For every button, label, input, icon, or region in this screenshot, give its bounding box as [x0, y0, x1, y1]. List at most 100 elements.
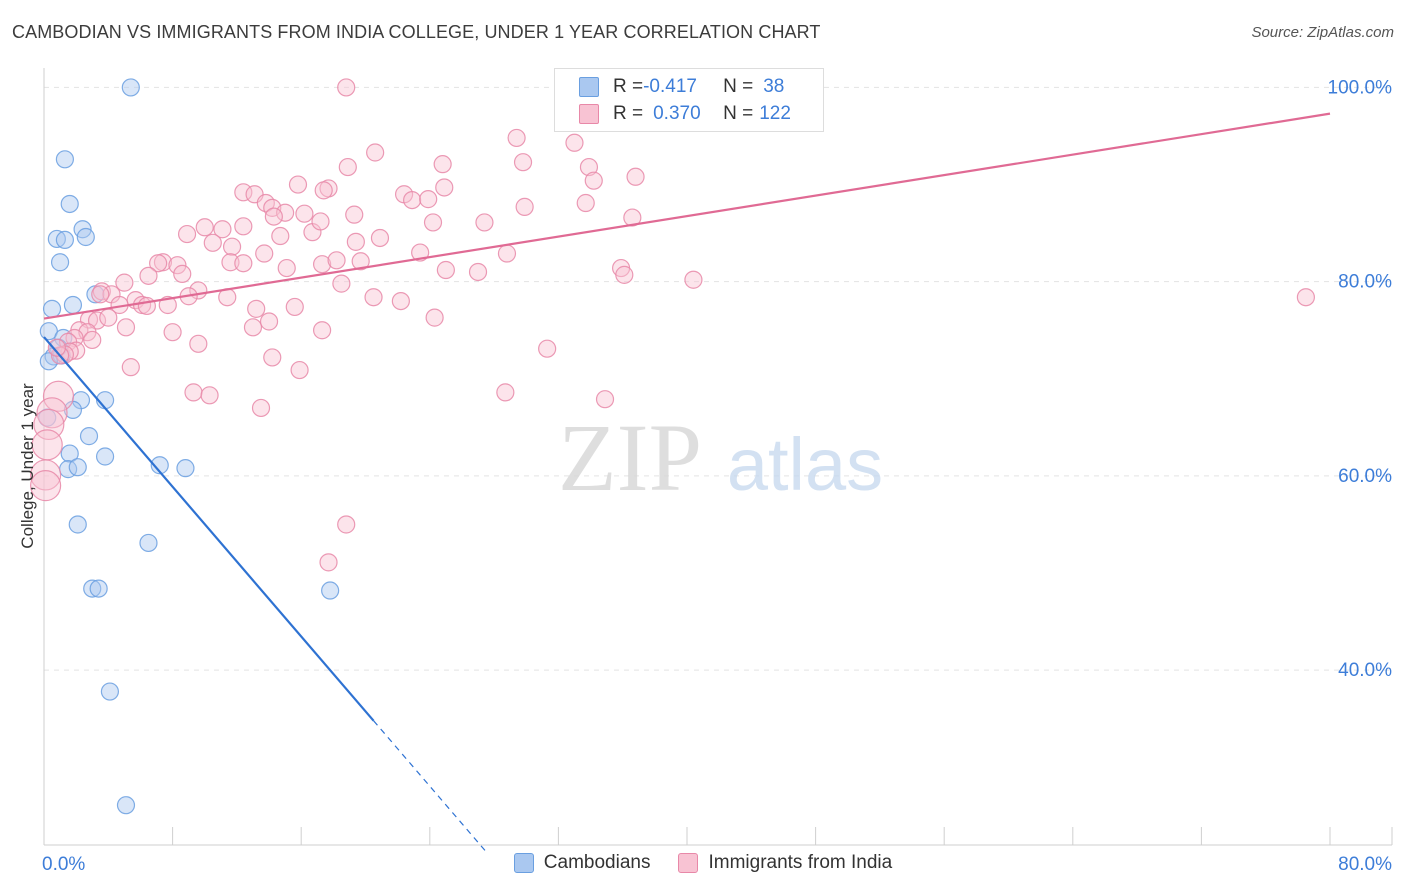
point-india — [184, 383, 203, 402]
point-india — [425, 308, 444, 327]
y-tick-label: 40.0% — [1338, 660, 1392, 681]
point-india — [203, 233, 222, 252]
point-india — [116, 318, 136, 337]
axes — [43, 68, 1393, 846]
point-india — [419, 190, 438, 209]
point-cambodians — [121, 78, 140, 97]
legend-swatch-india — [678, 853, 699, 873]
point-india — [370, 228, 390, 248]
point-india — [312, 321, 332, 340]
watermark-zip: ZIP — [558, 404, 702, 511]
point-india — [290, 360, 309, 380]
y-axis-label: College, Under 1 year — [18, 383, 37, 549]
point-cambodians — [63, 295, 83, 315]
point-india — [538, 339, 557, 358]
point-india — [319, 553, 338, 572]
legend-item-cambodians[interactable]: Cambodians — [513, 852, 651, 874]
point-india — [221, 253, 240, 272]
point-cambodians — [68, 515, 87, 534]
n-label: N = — [723, 103, 754, 124]
point-india — [36, 397, 68, 429]
point-cambodians — [100, 682, 120, 701]
trend-extension-cambodians — [373, 720, 487, 853]
point-india — [42, 380, 75, 412]
point-india — [337, 515, 356, 534]
point-cambodians — [60, 444, 79, 463]
point-india — [626, 167, 645, 186]
legend-swatch-india — [579, 104, 599, 124]
trend-line-india — [43, 112, 1331, 320]
r-label: R = — [613, 103, 644, 124]
legend-row-cambodians: R = -0.417 N = 38 — [579, 75, 784, 99]
trend-line-cambodians — [43, 336, 375, 722]
point-cambodians — [55, 230, 74, 250]
point-india — [623, 208, 642, 227]
legend-label-india: Immigrants from India — [708, 852, 893, 873]
point-cambodians — [139, 533, 158, 553]
point-india — [595, 390, 615, 409]
point-india — [264, 207, 283, 226]
r-value: -0.417 — [643, 76, 697, 97]
point-india — [195, 218, 214, 237]
x-tick-label: 80.0% — [1338, 854, 1392, 875]
point-cambodians — [60, 194, 79, 214]
point-india — [234, 254, 253, 273]
point-india — [435, 178, 454, 197]
point-india — [99, 308, 118, 327]
point-india — [121, 358, 140, 377]
point-india — [475, 213, 494, 232]
point-india — [496, 383, 515, 402]
point-india — [433, 155, 452, 174]
trend-lines — [43, 112, 1331, 853]
point-india — [276, 203, 295, 222]
point-india — [91, 285, 110, 304]
point-india — [565, 133, 584, 152]
y-tick-label: 60.0% — [1338, 466, 1392, 487]
point-cambodians — [321, 581, 340, 600]
point-india — [234, 183, 253, 202]
point-india — [338, 157, 357, 177]
point-india — [30, 470, 62, 502]
point-india — [247, 299, 266, 318]
point-cambodians — [68, 458, 87, 477]
n-value: 38 — [763, 76, 785, 97]
point-india — [47, 338, 66, 357]
point-cambodians — [79, 427, 99, 446]
point-india — [468, 262, 488, 282]
point-india — [311, 212, 330, 231]
point-india — [173, 264, 192, 284]
point-india — [271, 226, 290, 246]
point-india — [576, 193, 595, 213]
gridlines — [44, 86, 1392, 671]
point-india — [391, 292, 410, 311]
point-india — [312, 255, 332, 274]
y-tick-label: 100.0% — [1328, 77, 1393, 98]
point-cambodians — [176, 459, 195, 478]
point-india — [337, 78, 356, 97]
point-india — [411, 243, 430, 262]
watermark-atlas: atlas — [727, 423, 883, 506]
point-india — [158, 295, 177, 315]
point-india — [288, 175, 308, 194]
point-cambodians — [89, 579, 108, 598]
y-tick-label: 80.0% — [1338, 272, 1392, 293]
point-india — [139, 266, 158, 285]
legend-swatch-cambodians — [513, 853, 534, 873]
point-india — [285, 297, 304, 317]
point-india — [277, 258, 296, 278]
point-india — [351, 252, 370, 271]
legend-item-india[interactable]: Immigrants from India — [678, 852, 892, 874]
point-cambodians — [76, 227, 95, 247]
legend-label-cambodians: Cambodians — [543, 852, 651, 873]
point-cambodians — [95, 447, 115, 466]
point-india — [259, 312, 279, 331]
watermark: ZIP atlas — [558, 404, 883, 511]
point-india — [327, 251, 346, 270]
point-india — [314, 181, 333, 200]
point-india — [345, 205, 364, 224]
point-cambodians — [39, 352, 58, 371]
point-cambodians — [42, 299, 62, 318]
series-legend: Cambodians Immigrants from India — [0, 852, 1406, 874]
point-india — [346, 232, 365, 251]
